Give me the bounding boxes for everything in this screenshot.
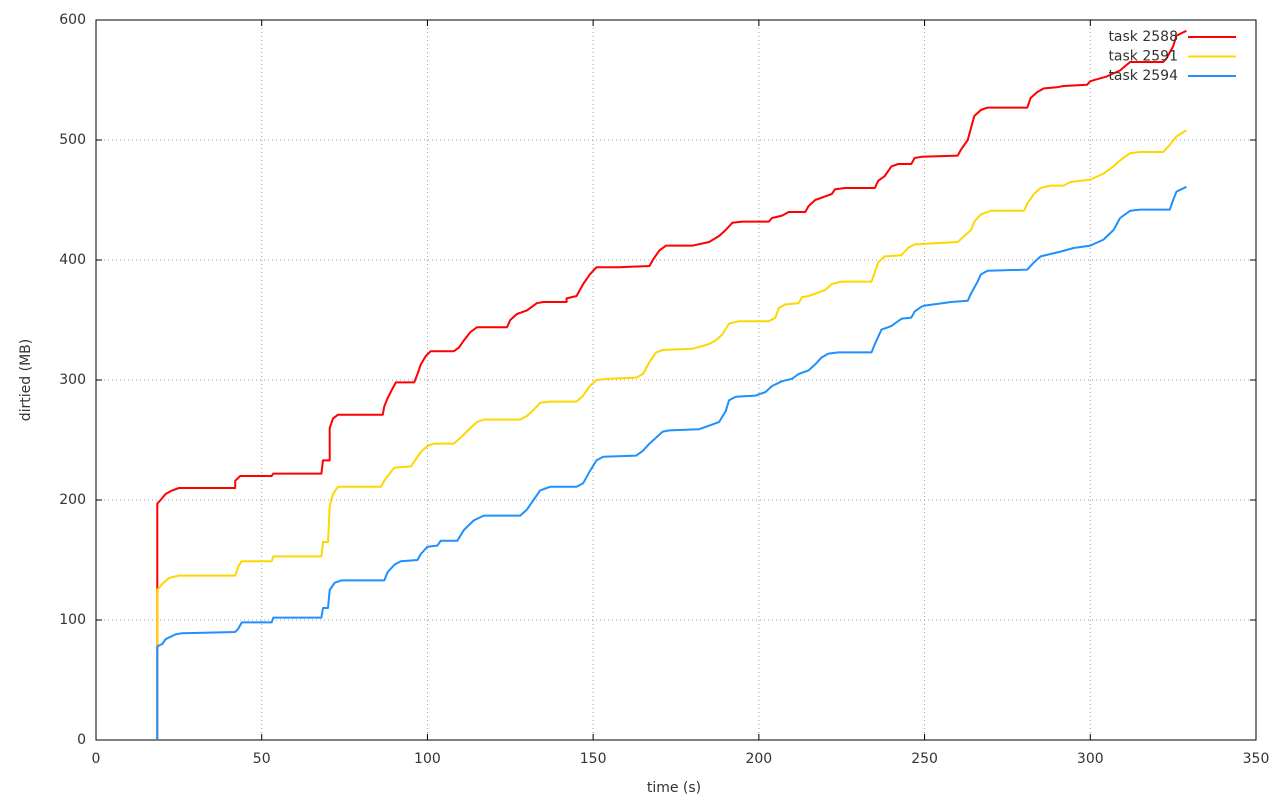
y-tick-label: 500 [59,132,86,148]
x-tick-label: 350 [1243,751,1270,767]
y-tick-label: 300 [59,372,86,388]
x-tick-label: 250 [911,751,938,767]
y-tick-label: 400 [59,252,86,268]
plot-frame [95,19,1257,741]
x-tick-label: 100 [414,751,441,767]
y-tick-label: 100 [59,612,86,628]
y-tick-label: 200 [59,492,86,508]
series-line [156,185,1187,740]
legend-label: task 2594 [1108,68,1178,84]
series-line [156,29,1187,740]
x-tick-label: 150 [580,751,607,767]
x-tick-label: 0 [92,751,101,767]
x-tick-label: 200 [745,751,772,767]
y-tick-label: 600 [59,12,86,28]
legend-label: task 2588 [1108,29,1178,45]
legend-label: task 2591 [1108,49,1178,65]
x-tick-label: 300 [1077,751,1104,767]
y-axis-label: dirtied (MB) [18,339,34,421]
x-axis-label: time (s) [647,780,701,796]
series-line [156,129,1187,740]
y-tick-label: 0 [77,732,86,748]
x-tick-label: 50 [253,751,271,767]
